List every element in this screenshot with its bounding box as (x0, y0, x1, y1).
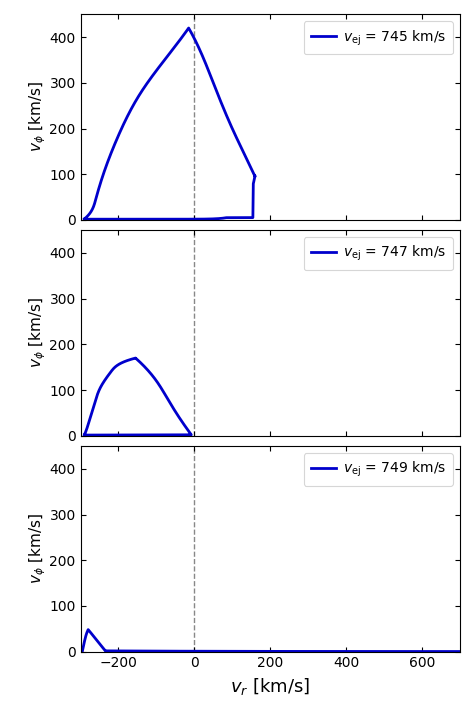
X-axis label: $v_r$ [km/s]: $v_r$ [km/s] (230, 676, 310, 697)
Y-axis label: $v_\phi$ [km/s]: $v_\phi$ [km/s] (27, 82, 48, 153)
Legend: $v_{\rm ej}$ = 747 km/s: $v_{\rm ej}$ = 747 km/s (304, 237, 453, 271)
Legend: $v_{\rm ej}$ = 745 km/s: $v_{\rm ej}$ = 745 km/s (304, 21, 453, 54)
Y-axis label: $v_\phi$ [km/s]: $v_\phi$ [km/s] (27, 513, 48, 584)
Legend: $v_{\rm ej}$ = 749 km/s: $v_{\rm ej}$ = 749 km/s (304, 453, 453, 486)
Y-axis label: $v_\phi$ [km/s]: $v_\phi$ [km/s] (27, 298, 48, 368)
